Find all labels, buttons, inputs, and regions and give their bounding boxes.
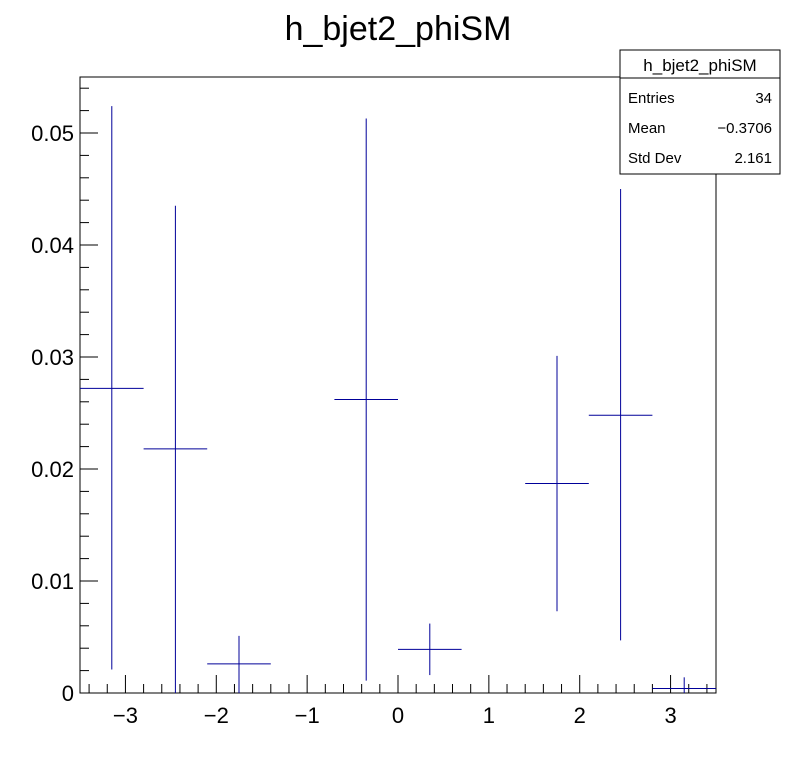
chart-title: h_bjet2_phiSM	[285, 10, 512, 48]
stats-label: Entries	[628, 90, 675, 107]
x-tick-label: −2	[204, 703, 229, 728]
x-tick-label: 2	[574, 703, 586, 728]
y-tick-label: 0	[62, 681, 74, 706]
y-tick-label: 0.02	[31, 457, 74, 482]
stats-box-frame	[619, 49, 781, 175]
data-points	[80, 106, 716, 693]
data-point	[652, 677, 716, 693]
y-tick-label: 0.03	[31, 345, 74, 370]
stats-box-title: h_bjet2_phiSM	[643, 56, 756, 75]
y-tick-label: 0.04	[31, 233, 74, 258]
data-point	[334, 118, 398, 681]
data-point	[525, 355, 589, 612]
x-tick-label: −3	[113, 703, 138, 728]
x-tick-label: 3	[664, 703, 676, 728]
stats-value: 34	[755, 90, 772, 107]
x-tick-label: 0	[392, 703, 404, 728]
y-tick-label: 0.05	[31, 121, 74, 146]
axes: −3 −2 −1 0 1 2 3 0 0.01 0.02 0.03 0.04 0.05	[31, 87, 708, 728]
x-tick-label: −1	[295, 703, 320, 728]
data-point	[398, 623, 462, 676]
stats-label: Std Dev	[628, 150, 682, 167]
data-point	[143, 205, 208, 693]
data-point	[588, 189, 653, 641]
stats-value: −0.3706	[717, 120, 772, 137]
y-tick-label: 0.01	[31, 569, 74, 594]
data-point	[207, 635, 271, 693]
data-point	[80, 106, 144, 670]
stats-value: 2.161	[734, 150, 772, 167]
stats-box: h_bjet2_phiSM Entries 34 Mean −0.3706 Std Dev…	[619, 49, 781, 175]
stats-label: Mean	[628, 120, 666, 137]
x-tick-label: 1	[483, 703, 495, 728]
